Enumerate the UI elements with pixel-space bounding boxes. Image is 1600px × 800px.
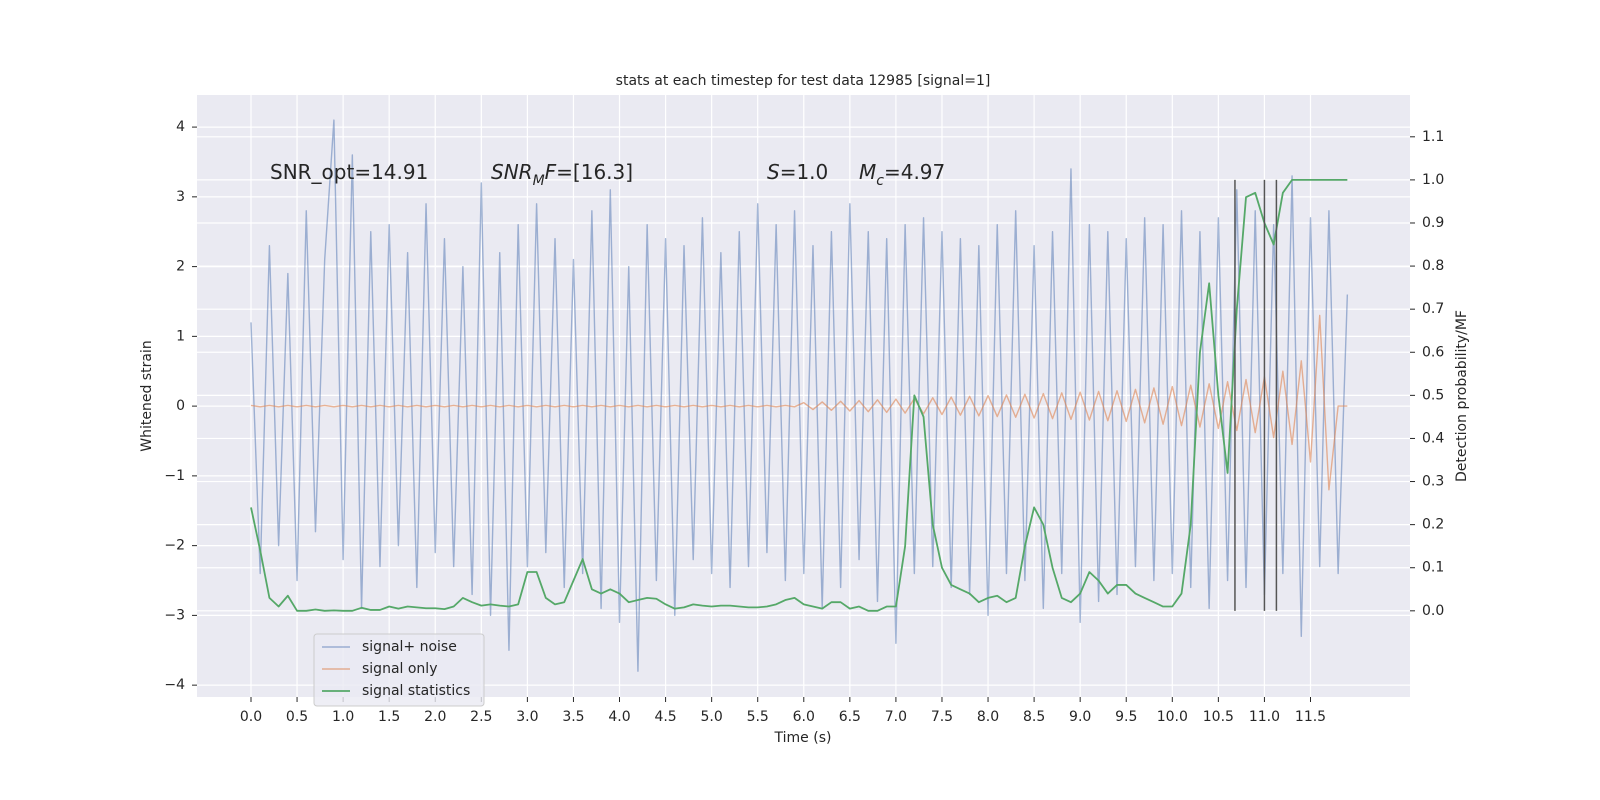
annotation-part: =[16.3]: [556, 160, 633, 184]
annotation: Mc=4.97: [859, 160, 945, 190]
annotation-part: =4.97: [884, 160, 945, 184]
annotation-part: F: [545, 160, 557, 184]
x-tick-label: 7.5: [931, 709, 953, 725]
x-tick-label: 0.0: [240, 709, 262, 725]
annotation-part: M: [533, 173, 545, 189]
series-line: [250, 314, 1348, 491]
y2-axis-label: Detection probability/MF: [1454, 310, 1470, 482]
y-tick-label: −3: [164, 607, 185, 623]
legend-label: signal+ noise: [362, 639, 457, 655]
x-tick-label: 7.0: [885, 709, 907, 725]
series-line: [250, 178, 1348, 612]
legend-label: signal statistics: [362, 683, 470, 699]
annotation-part: =1.0: [780, 160, 829, 184]
y2-tick-label: 0.2: [1422, 517, 1444, 533]
series-line: [250, 119, 1349, 672]
y2-tick-label: 0.3: [1422, 474, 1444, 490]
y-tick-label: 2: [176, 259, 185, 275]
x-tick-label: 8.5: [1023, 709, 1045, 725]
x-tick-label: 3.5: [562, 709, 584, 725]
legend: signal+ noise signal only signal statistic…: [313, 633, 485, 707]
x-tick-label: 2.0: [424, 709, 446, 725]
x-tick-label: 1.0: [332, 709, 354, 725]
y2-tick-label: 0.0: [1422, 603, 1444, 619]
y-tick-label: 0: [176, 398, 185, 414]
x-tick-label: 9.5: [1115, 709, 1137, 725]
y-tick-label: 4: [176, 119, 185, 135]
y-axis-label: Whitened strain: [139, 340, 155, 451]
x-tick-label: 10.0: [1157, 709, 1188, 725]
y-tick-label: 1: [176, 328, 185, 344]
x-tick-label: 4.0: [608, 709, 630, 725]
x-tick-label: 8.0: [977, 709, 999, 725]
annotation: S=1.0: [767, 160, 828, 184]
y-tick-label: −4: [164, 677, 185, 693]
x-tick-label: 2.5: [470, 709, 492, 725]
x-tick-label: 0.5: [286, 709, 308, 725]
y2-tick-label: 0.1: [1422, 560, 1444, 576]
x-tick-label: 11.0: [1249, 709, 1280, 725]
y2-tick-label: 0.7: [1422, 301, 1444, 317]
marks: [250, 119, 1349, 672]
x-axis-label: Time (s): [774, 730, 832, 746]
chart-title: stats at each timestep for test data 129…: [616, 73, 991, 89]
y-tick-label: −1: [164, 468, 185, 484]
x-tick-label: 3.0: [516, 709, 538, 725]
x-tick-label: 1.5: [378, 709, 400, 725]
annotation: SNRMF=[16.3]: [491, 160, 633, 190]
y2-tick-label: 0.6: [1422, 344, 1444, 360]
y-tick-label: 3: [176, 189, 185, 205]
x-tick-label: 10.5: [1203, 709, 1234, 725]
x-tick-label: 4.5: [654, 709, 676, 725]
legend-box: [313, 633, 485, 707]
y-tick-label: −2: [164, 538, 185, 554]
y2-tick-label: 0.9: [1422, 215, 1444, 231]
y2-tick-label: 1.0: [1422, 172, 1444, 188]
x-tick-label: 11.5: [1295, 709, 1326, 725]
annotation-part: M: [859, 160, 876, 184]
y2-tick-label: 1.1: [1422, 129, 1444, 145]
annotation-part: SNR_opt=14.91: [270, 160, 428, 184]
annotation-part: SNR: [491, 160, 533, 184]
annotation: SNR_opt=14.91: [270, 160, 428, 184]
x-tick-label: 6.0: [793, 709, 815, 725]
x-tick-label: 6.5: [839, 709, 861, 725]
annotation-part: S: [767, 160, 780, 184]
axes: 0.0 0.5 1.0 1.5 2.0 2.5 3.0 3.5 4.0 4.5 5.0 5.5 6.0 6…: [164, 119, 1444, 725]
annotation-part: c: [876, 173, 884, 189]
x-tick-label: 5.5: [747, 709, 769, 725]
y2-tick-label: 0.5: [1422, 387, 1444, 403]
x-tick-label: 5.0: [701, 709, 723, 725]
y2-tick-label: 0.8: [1422, 258, 1444, 274]
y2-tick-label: 0.4: [1422, 430, 1444, 446]
legend-label: signal only: [362, 661, 437, 677]
x-tick-label: 9.0: [1069, 709, 1091, 725]
